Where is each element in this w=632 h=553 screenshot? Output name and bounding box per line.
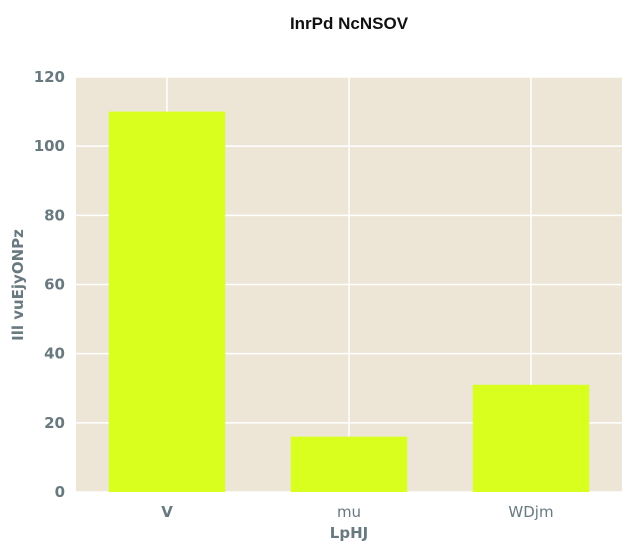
bar-2 bbox=[473, 385, 589, 492]
y-tick-label-3: 60 bbox=[44, 276, 65, 294]
x-tick-label-1: mu bbox=[337, 503, 361, 521]
y-axis-ticks: 0 20 40 60 80 100 120 bbox=[34, 68, 65, 501]
y-tick-label-2: 40 bbox=[44, 345, 65, 363]
y-tick-label-1: 20 bbox=[44, 414, 65, 432]
x-tick-label-2: WDjm bbox=[508, 503, 553, 521]
bar-0 bbox=[109, 112, 225, 492]
y-tick-label-5: 100 bbox=[34, 137, 65, 155]
y-tick-label-0: 0 bbox=[55, 483, 65, 501]
chart-title: InrPd NcNSOV bbox=[290, 14, 409, 33]
x-axis-label: LpHJ bbox=[330, 524, 368, 542]
bar-1 bbox=[291, 437, 407, 492]
y-tick-label-4: 80 bbox=[44, 206, 65, 224]
y-tick-label-6: 120 bbox=[34, 68, 65, 86]
x-tick-label-0: V bbox=[161, 503, 173, 521]
y-axis-label: Ill vuEjyONPz bbox=[9, 229, 27, 341]
